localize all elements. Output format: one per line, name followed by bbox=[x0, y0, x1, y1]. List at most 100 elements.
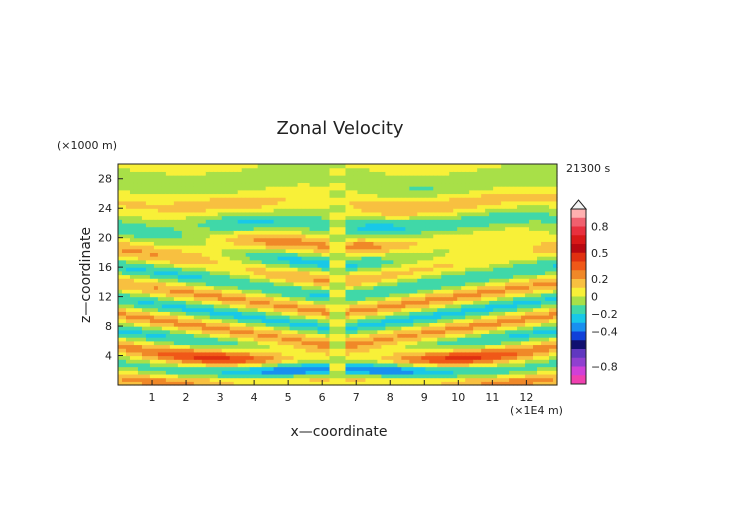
heatmap-cell bbox=[309, 233, 315, 239]
heatmap-cell bbox=[213, 344, 219, 349]
heatmap-cell bbox=[353, 370, 359, 375]
heatmap-cell bbox=[241, 340, 247, 346]
heatmap-cell bbox=[357, 355, 363, 360]
heatmap-cell bbox=[397, 370, 402, 375]
heatmap-cell bbox=[213, 278, 219, 283]
heatmap-cell bbox=[137, 211, 143, 217]
heatmap-cell bbox=[373, 204, 379, 209]
heatmap-cell bbox=[309, 186, 315, 191]
heatmap-cell bbox=[437, 303, 442, 309]
heatmap-cell bbox=[361, 326, 367, 331]
heatmap-cell bbox=[329, 208, 335, 213]
heatmap-cell bbox=[125, 274, 131, 279]
heatmap-cell bbox=[433, 237, 438, 242]
heatmap-cell bbox=[417, 373, 422, 379]
heatmap-cell bbox=[313, 337, 319, 342]
heatmap-cell bbox=[253, 175, 259, 180]
heatmap-cell bbox=[405, 245, 410, 250]
heatmap-cell bbox=[209, 175, 215, 180]
heatmap-cell bbox=[441, 164, 446, 169]
heatmap-cell bbox=[429, 193, 434, 198]
heatmap-cell bbox=[309, 237, 315, 242]
heatmap-cell bbox=[313, 333, 319, 338]
heatmap-cell bbox=[237, 340, 243, 346]
heatmap-cell bbox=[193, 241, 199, 246]
heatmap-cell bbox=[241, 222, 247, 228]
heatmap-cell bbox=[137, 171, 143, 176]
heatmap-cell bbox=[277, 362, 283, 368]
heatmap-cell bbox=[121, 348, 127, 353]
heatmap-cell bbox=[405, 164, 410, 169]
heatmap-cell bbox=[293, 186, 299, 191]
heatmap-cell bbox=[429, 215, 434, 220]
heatmap-cell bbox=[185, 208, 191, 213]
heatmap-cell bbox=[165, 164, 171, 169]
heatmap-cell bbox=[145, 171, 151, 176]
heatmap-cell bbox=[137, 377, 143, 382]
heatmap-cell bbox=[141, 226, 147, 231]
heatmap-cell bbox=[118, 219, 123, 224]
heatmap-cell bbox=[277, 256, 283, 261]
heatmap-cell bbox=[301, 200, 307, 206]
heatmap-cell bbox=[349, 241, 355, 246]
heatmap-cell bbox=[205, 337, 211, 342]
heatmap-cell bbox=[321, 189, 327, 195]
heatmap-cell bbox=[385, 355, 390, 360]
heatmap-cell bbox=[149, 274, 155, 279]
heatmap-cell bbox=[297, 344, 303, 349]
heatmap-cell bbox=[193, 267, 199, 272]
heatmap-cell bbox=[125, 193, 131, 198]
heatmap-cell bbox=[345, 285, 351, 290]
heatmap-cell bbox=[269, 252, 275, 257]
heatmap-cell bbox=[141, 252, 147, 257]
heatmap-cell bbox=[121, 373, 127, 379]
heatmap-cell bbox=[337, 337, 343, 342]
heatmap-cell bbox=[237, 278, 243, 283]
heatmap-cell bbox=[389, 285, 394, 290]
heatmap-cell bbox=[157, 333, 163, 338]
heatmap-cell bbox=[389, 252, 394, 257]
heatmap-cell bbox=[345, 263, 351, 268]
heatmap-cell bbox=[257, 171, 263, 176]
heatmap-cell bbox=[377, 270, 382, 276]
heatmap-cell bbox=[417, 377, 422, 382]
heatmap-cell bbox=[381, 318, 386, 323]
heatmap-cell bbox=[389, 200, 394, 206]
heatmap-cell bbox=[325, 175, 331, 180]
heatmap-cell bbox=[369, 359, 375, 364]
heatmap-cell bbox=[237, 381, 243, 386]
heatmap-cell bbox=[305, 193, 311, 198]
heatmap-cell bbox=[337, 164, 343, 169]
heatmap-cell bbox=[277, 259, 283, 265]
heatmap-cell bbox=[381, 208, 386, 213]
heatmap-cell bbox=[229, 359, 235, 364]
heatmap-cell bbox=[289, 344, 295, 349]
heatmap-cell bbox=[293, 248, 299, 253]
heatmap-cell bbox=[293, 337, 299, 342]
heatmap-cell bbox=[353, 263, 359, 268]
heatmap-cell bbox=[297, 256, 303, 261]
heatmap-cell bbox=[205, 167, 211, 172]
heatmap-cell bbox=[345, 329, 351, 335]
heatmap-cell bbox=[445, 307, 450, 312]
heatmap-cell bbox=[257, 315, 263, 320]
heatmap-cell bbox=[141, 337, 147, 342]
heatmap-cell bbox=[253, 204, 259, 209]
heatmap-cell bbox=[377, 373, 382, 379]
heatmap-cell bbox=[153, 285, 159, 290]
heatmap-cell bbox=[341, 285, 347, 290]
heatmap-cell bbox=[269, 197, 275, 202]
heatmap-cell bbox=[361, 337, 367, 342]
heatmap-cell bbox=[121, 204, 127, 209]
heatmap-cell bbox=[217, 241, 223, 246]
heatmap-cell bbox=[217, 189, 223, 195]
heatmap-cell bbox=[365, 307, 371, 312]
heatmap-cell bbox=[297, 193, 303, 198]
heatmap-cell bbox=[445, 274, 450, 279]
heatmap-cell bbox=[149, 164, 155, 169]
heatmap-cell bbox=[229, 344, 235, 349]
heatmap-cell bbox=[257, 300, 263, 305]
heatmap-cell bbox=[225, 226, 231, 231]
heatmap-cell bbox=[281, 200, 287, 206]
heatmap-cell bbox=[357, 329, 363, 335]
